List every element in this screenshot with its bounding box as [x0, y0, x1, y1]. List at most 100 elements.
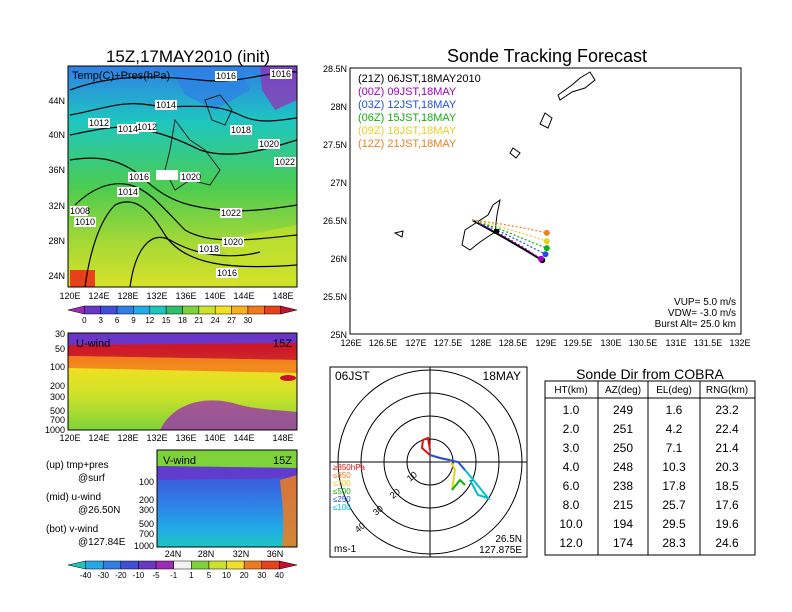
colorbar-swatch [100, 305, 118, 315]
coastline [164, 118, 221, 191]
table-cell: 4.0 [563, 460, 580, 474]
table-cell: 215 [613, 498, 633, 512]
x-tick-label: 24N [165, 549, 182, 559]
track-line [472, 219, 547, 234]
track-series [471, 219, 550, 264]
table-cell: 248 [613, 460, 633, 474]
warm-spot [70, 270, 95, 287]
y-tick-label: 100 [50, 362, 65, 372]
table-cell: 250 [613, 441, 633, 455]
x-tick-label: 124E [88, 291, 109, 301]
note-line: @26.50N [78, 505, 120, 516]
y-tick-label: 700 [139, 529, 154, 539]
colorbar-swatch [149, 305, 167, 315]
y-tick-label: 300 [139, 505, 154, 515]
table-title: Sonde Dir from COBRA [576, 366, 724, 382]
y-tick-label: 44N [48, 96, 65, 106]
uwind-xticks: 120E 124E 128E 132E 136E 140E 144E 148E [59, 433, 293, 443]
legend-entry: (12Z) 21JST,18MAY [358, 138, 457, 150]
track-map-frame [349, 67, 742, 335]
x-tick-label: 130E [600, 338, 621, 348]
y-tick-label: 25N [330, 330, 347, 340]
x-tick-label: 128E [117, 291, 138, 301]
x-tick-label: 130.5E [629, 338, 658, 348]
x-tick-label: 148E [272, 433, 293, 443]
track-xticks: 126E 126.5E 127E 127.5E 128E 128.5E 129E… [340, 338, 750, 348]
x-tick-label: 128E [470, 338, 491, 348]
table-cell: 17.8 [662, 479, 686, 493]
colorbar-swatch [214, 305, 232, 315]
hodo-segment [420, 436, 431, 456]
colorbar-swatch [279, 560, 298, 570]
table-cell: 23.2 [715, 403, 739, 417]
ring-label: 40 [353, 520, 367, 534]
panel-notes: (up) tmp+pres @surf (mid) u-wind @26.50N… [46, 460, 126, 548]
polar-right-label: 18MAY [483, 369, 521, 383]
legend-entry: (03Z) 12JST,18MAY [358, 99, 457, 111]
table-cell: 18.5 [715, 479, 739, 493]
colorbar-label: -1 [170, 571, 178, 580]
colorbar-label: 18 [178, 316, 187, 325]
table-cell: 194 [613, 517, 633, 531]
colorbar-swatch [120, 560, 139, 570]
colorbar-swatch [247, 305, 265, 315]
isobar-label: 1012 [89, 118, 109, 128]
vwind-frame [156, 449, 298, 548]
track-endpoint [542, 251, 549, 258]
left-map-title: 15Z,17MAY2010 (init) [106, 47, 270, 66]
y-tick-label: 1000 [45, 425, 65, 435]
left-map-frame [67, 65, 298, 288]
colorbar-swatch [173, 560, 192, 570]
table-cell: 20.3 [715, 460, 739, 474]
isobar-label: 1016 [271, 69, 291, 79]
track-legend: (21Z) 06JST,18MAY2010 (00Z) 09JST,18MAY … [358, 73, 481, 150]
table-frame [544, 380, 756, 556]
note-line: @127.84E [78, 537, 126, 548]
legend-entry: (21Z) 06JST,18MAY2010 [358, 73, 481, 85]
isobar-label: 1016 [129, 172, 149, 182]
uwind-frame [67, 332, 298, 431]
y-tick-label: 36N [48, 165, 65, 175]
y-tick-label: 100 [139, 477, 154, 487]
isobar-label: 1020 [259, 139, 279, 149]
y-tick-label: 500 [50, 406, 65, 416]
colorbar-swatch [198, 305, 216, 315]
table-cell: 10.3 [662, 460, 686, 474]
uwind-time: 15Z [273, 338, 292, 350]
legend-entry: ≤700 [333, 479, 351, 488]
colorbar-label: 5 [207, 571, 212, 580]
track-line [471, 219, 546, 255]
x-tick-label: 140E [204, 291, 225, 301]
colorbar-label: 0 [82, 316, 87, 325]
legend-entry: ≥850hPa [333, 463, 366, 472]
y-tick-label: 25.5N [323, 292, 347, 302]
colorbar-swatch [85, 560, 104, 570]
hodograph [420, 436, 491, 500]
x-tick-label: 132E [729, 338, 750, 348]
table-cell: 174 [613, 536, 633, 550]
vwind-label: V-wind [163, 455, 196, 467]
y-tick-label: 200 [50, 381, 65, 391]
track-endpoint [543, 229, 550, 236]
uwind-band [68, 356, 297, 373]
colorbar-label: 12 [145, 316, 154, 325]
island [539, 112, 553, 129]
hodo-segment [429, 454, 466, 471]
colorbar-swatch [191, 560, 210, 570]
table-grid [544, 380, 756, 556]
table-cells: HT(km) AZ(deg) EL(deg) RNG(km) 1.0 249 1.6 23.2… [554, 385, 748, 550]
temp-colorbar: 0 3 6 9 12 15 18 21 24 27 30 [67, 305, 298, 325]
y-tick-label: 1000 [134, 541, 154, 551]
table-header-cell: HT(km) [554, 385, 587, 396]
uwind-band [68, 333, 297, 345]
y-tick-label: 32N [48, 201, 65, 211]
uwind-label: U-wind [76, 338, 110, 350]
isobar-label: 1014 [118, 187, 138, 197]
x-tick-label: 132E [146, 291, 167, 301]
y-tick-label: 27.5N [323, 140, 347, 150]
isobar-label: 1014 [156, 100, 176, 110]
table-cell: 22.4 [715, 422, 739, 436]
x-tick-label: 148E [272, 291, 293, 301]
y-tick-label: 28N [330, 102, 347, 112]
